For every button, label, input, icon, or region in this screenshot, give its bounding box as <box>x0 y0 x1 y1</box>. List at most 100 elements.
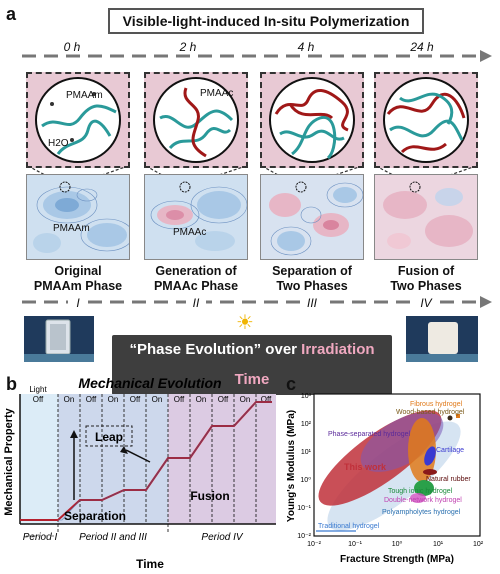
x-tick-4: 10² <box>473 541 484 548</box>
light-state-labels: Off On Off On Off On Off On Off On Off <box>33 395 272 404</box>
contour-map-3 <box>383 181 473 249</box>
phase-map-0: PMAAm <box>26 174 130 260</box>
mechanical-evolution-chart: Mechanical Evolution Light Off On Off On… <box>3 375 276 571</box>
light-state-7: On <box>196 395 207 404</box>
time-label-0: 0 h <box>42 40 102 54</box>
y-tick-3: 10⁰ <box>300 476 311 484</box>
y-tick-0: 10³ <box>301 393 312 400</box>
light-state-2: Off <box>86 395 97 404</box>
label-this-work: This work <box>344 462 387 472</box>
region-cartilage <box>424 446 436 466</box>
light-label: Light <box>29 385 47 394</box>
label-polyampholytes: Polyampholytes hydrogel <box>382 509 461 516</box>
label-rubber: Natural rubber <box>426 476 471 483</box>
sun-icon: ☀ <box>236 312 254 334</box>
sample-photo-after <box>406 316 478 362</box>
panel-c-xlabel: Fracture Strength (MPa) <box>340 554 454 565</box>
phase-label-2: Separation of Two Phases <box>257 264 367 294</box>
banner-highlight: Irradiation Time <box>234 341 375 388</box>
timeline-top <box>22 50 492 62</box>
label-cartilage: Cartilage <box>436 447 464 454</box>
fusion-label: Fusion <box>190 489 229 503</box>
y-tick-labels: 10³ 10² 10¹ 10⁰ 10⁻¹ 10⁻² <box>297 393 311 540</box>
zoom-box-3 <box>374 72 478 168</box>
phase-label-2-line2: Two Phases <box>276 279 348 293</box>
light-state-0: Off <box>33 395 44 404</box>
timeline-bottom <box>22 296 492 308</box>
phase-label-0: Original PMAAm Phase <box>23 264 133 294</box>
panel-c-ylabel: Young's Modulus (MPa) <box>286 410 297 522</box>
leap-label: Leap <box>95 430 123 444</box>
region-wood-based <box>408 418 436 482</box>
label-wood: Wood-based hydrogel <box>396 409 465 416</box>
phase-label-1: Generation of PMAAc Phase <box>141 264 251 294</box>
sample-photo-before <box>24 316 94 362</box>
phase-label-1-line2: PMAAc Phase <box>153 279 239 293</box>
phase-map-3 <box>374 174 478 260</box>
y-tick-5: 10⁻² <box>297 533 311 540</box>
period-1-bg <box>20 394 58 524</box>
y-tick-2: 10¹ <box>301 449 312 456</box>
x-tick-0: 10⁻² <box>307 541 321 548</box>
light-state-3: On <box>108 395 119 404</box>
contour-map-2 <box>269 181 363 256</box>
point-fibrous <box>456 414 460 418</box>
phase-map-2 <box>260 174 364 260</box>
x-tick-2: 10⁰ <box>392 540 403 548</box>
light-state-9: On <box>240 395 251 404</box>
panel-b-ylabel: Mechanical Property <box>3 407 15 515</box>
phase-label-0-line1: Original <box>54 264 102 278</box>
numeral-1: I <box>68 296 88 310</box>
light-state-6: Off <box>174 395 185 404</box>
zoom-box-0: PMAAm H2O <box>26 72 130 168</box>
panel-a-title: Visible-light-induced In-situ Polymeriza… <box>108 8 424 34</box>
light-state-4: Off <box>130 395 141 404</box>
chain-inset-3 <box>383 77 469 163</box>
label-tough-ionic: Tough ionic hydrogel <box>388 488 453 495</box>
pmaac-map-label: PMAAc <box>173 227 207 238</box>
zoom-box-2 <box>260 72 364 168</box>
y-tick-4: 10⁻¹ <box>297 505 311 512</box>
phase-label-3-line1: Fusion of <box>397 264 455 278</box>
period-3-label: Period IV <box>201 532 243 543</box>
y-tick-1: 10² <box>301 421 312 428</box>
period-1-label: Period I <box>23 532 58 543</box>
pmaac-zoom-label: PMAAc <box>200 88 234 99</box>
time-label-2: 4 h <box>276 40 336 54</box>
zoom-box-1: PMAAc <box>144 72 248 168</box>
label-fibrous: Fibrous hydrogel <box>410 401 463 408</box>
phase-map-1: PMAAc <box>144 174 248 260</box>
contour-map-0 <box>33 181 129 253</box>
point-wood <box>447 415 453 421</box>
time-label-1: 2 h <box>158 40 218 54</box>
contour-map-1 <box>150 181 247 251</box>
panel-c-letter: c <box>286 374 297 394</box>
banner-text: “Phase Evolution” over <box>129 341 302 358</box>
region-tough-ionic <box>414 480 434 496</box>
label-traditional: Traditional hydrogel <box>318 523 380 530</box>
pmaam-zoom-label: PMAAm <box>66 90 103 101</box>
timeline-arrow-head <box>480 50 492 62</box>
numeral-4: IV <box>416 296 436 310</box>
label-double-network: Double-network hydrogel <box>384 497 462 504</box>
region-double-network <box>410 493 426 503</box>
x-tick-1: 10⁻¹ <box>348 541 362 548</box>
region-rubber <box>423 469 437 475</box>
numeral-3: III <box>302 296 322 310</box>
pmaam-map-label: PMAAm <box>53 223 90 234</box>
mechanical-curve-blue <box>58 401 272 521</box>
label-phase-separated: Phase-separated hydrogel <box>328 431 411 438</box>
x-tick-labels: 10⁻² 10⁻¹ 10⁰ 10¹ 10² <box>307 540 484 548</box>
leap-box <box>85 425 133 447</box>
chain-inset-1 <box>153 77 239 163</box>
ashby-plot: Fibrous hydrogel Wood-based hydrogel Pha… <box>286 393 484 565</box>
light-state-10: Off <box>261 395 272 404</box>
light-state-1: On <box>64 395 75 404</box>
phase-label-1-line1: Generation of <box>155 264 237 278</box>
leap-arrow-diag <box>125 449 151 463</box>
chain-inset-0 <box>35 77 121 163</box>
chain-inset-2 <box>269 77 355 163</box>
phase-label-2-line1: Separation of <box>272 264 352 278</box>
x-tick-3: 10¹ <box>433 541 444 548</box>
numeral-2: II <box>186 296 206 310</box>
